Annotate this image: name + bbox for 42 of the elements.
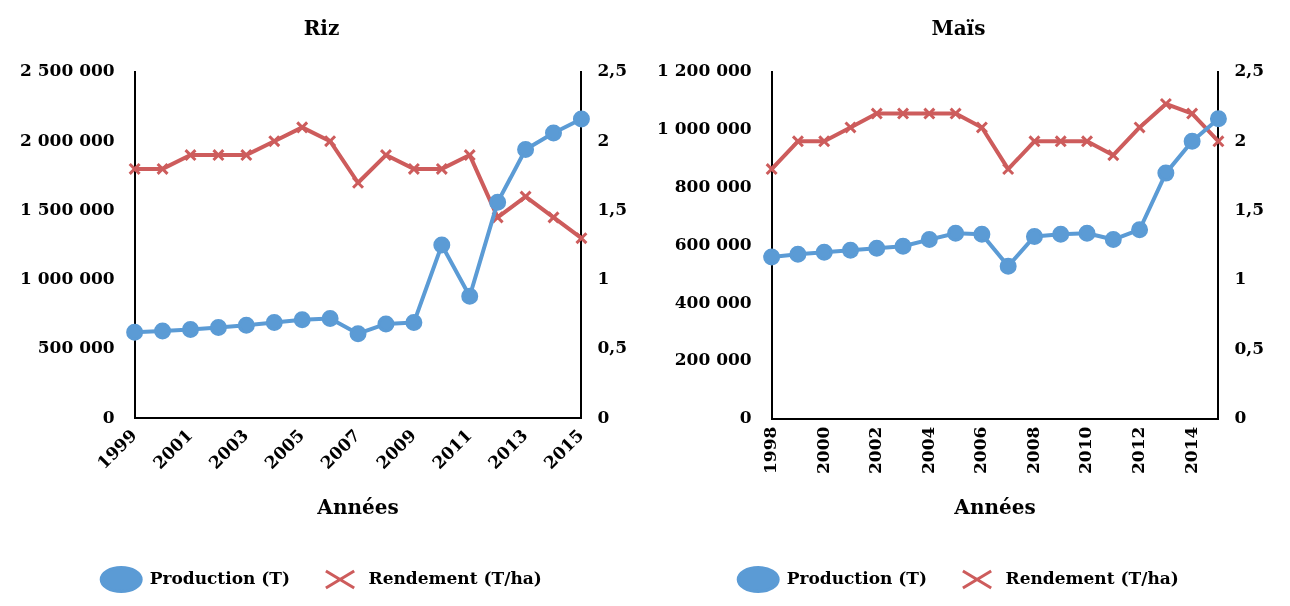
x-tick-label: 2010 [1075, 426, 1096, 475]
y-tick-label: 2 500 000 [20, 60, 115, 81]
y2-tick-label: 1 [597, 268, 610, 289]
y-tick-label: 800 000 [674, 175, 752, 196]
y-tick-label: 600 000 [674, 233, 752, 254]
y2-tick-label: 0 [597, 406, 610, 427]
y-tick-label: 1 000 000 [657, 118, 752, 139]
x-tick-label: 2012 [1128, 426, 1148, 475]
legend-label: Production (T) [149, 567, 291, 588]
y2-tick-label: 1 [1234, 268, 1247, 289]
y2-tick-label: 2,5 [597, 60, 627, 81]
x-tick-label: 2004 [917, 426, 938, 475]
y-tick-label: 500 000 [37, 337, 115, 358]
legend-label: Rendement (T/ha) [368, 567, 542, 588]
x-tick-label: 2014 [1180, 426, 1201, 475]
y2-tick-label: 2 [597, 129, 610, 150]
y-tick-label: 0 [102, 406, 115, 427]
y2-tick-label: 2,5 [1234, 60, 1264, 81]
chart-title: Maïs [931, 16, 986, 41]
y-tick-label: 1 000 000 [20, 268, 115, 289]
x-axis-title: Années [953, 495, 1036, 520]
y2-tick-label: 1,5 [1234, 199, 1264, 220]
y-tick-label: 2 000 000 [20, 129, 115, 150]
y2-tick-label: 0,5 [1234, 337, 1264, 358]
y2-tick-label: 2 [1234, 129, 1247, 150]
x-tick-label: 2002 [865, 426, 886, 475]
y-tick-label: 1 200 000 [657, 60, 752, 81]
x-tick-label: 1998 [760, 426, 781, 475]
y-tick-label: 400 000 [674, 291, 752, 312]
y2-tick-label: 0,5 [597, 337, 627, 358]
y2-tick-label: 1,5 [597, 198, 627, 219]
chart-title: Riz [303, 16, 340, 41]
x-axis-title: Années [316, 495, 399, 520]
y2-tick-label: 0 [1234, 407, 1247, 428]
legend-label: Production (T) [786, 567, 928, 588]
x-tick-label: 2008 [1022, 426, 1043, 475]
y-tick-label: 1 500 000 [20, 198, 115, 219]
x-tick-label: 2000 [812, 426, 833, 475]
x-tick-label: 2006 [970, 426, 991, 475]
y-tick-label: 200 000 [674, 349, 752, 370]
y-tick-label: 0 [739, 407, 752, 428]
legend-label: Rendement (T/ha) [1005, 567, 1179, 588]
